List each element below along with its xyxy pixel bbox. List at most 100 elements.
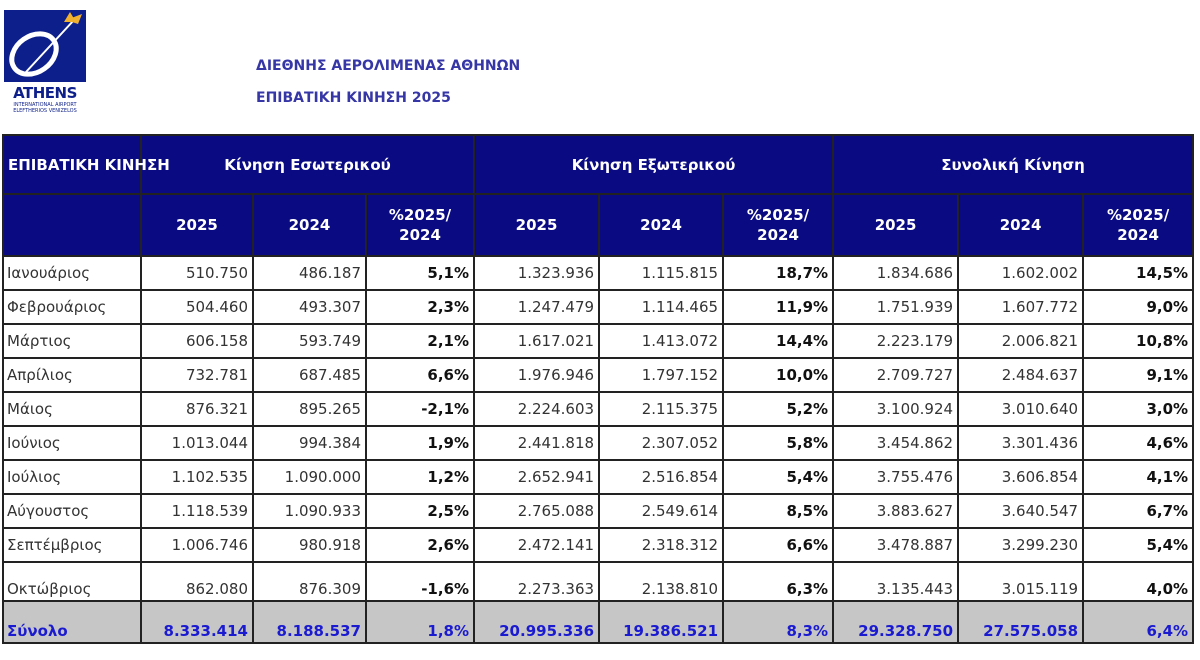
month-cell: Μάιος bbox=[2, 391, 142, 427]
value-cell: 3.755.476 bbox=[832, 459, 960, 495]
value-cell: 2.223.179 bbox=[832, 323, 960, 359]
value-cell: 1.617.021 bbox=[473, 323, 601, 359]
value-cell: 876.321 bbox=[140, 391, 254, 427]
percent-change-cell: 14,4% bbox=[722, 323, 835, 359]
value-cell: 1.118.539 bbox=[140, 493, 254, 529]
value-cell: 732.781 bbox=[140, 357, 254, 393]
value-cell: 980.918 bbox=[252, 527, 367, 563]
value-cell: 606.158 bbox=[140, 323, 254, 359]
value-cell: 2.709.727 bbox=[832, 357, 960, 393]
value-cell: 1.834.686 bbox=[832, 255, 960, 291]
column-header: 2024 bbox=[957, 193, 1085, 257]
table-row: Σεπτέμβριος 1.006.746 980.918 2,6% 2.472.141… bbox=[2, 527, 1195, 563]
value-cell: 2.307.052 bbox=[598, 425, 725, 461]
percent-change-cell: 4,6% bbox=[1082, 425, 1195, 461]
percent-change-cell: 10,0% bbox=[722, 357, 835, 393]
value-cell: 486.187 bbox=[252, 255, 367, 291]
percent-change-cell: -2,1% bbox=[364, 391, 476, 427]
percent-change-cell: 6,7% bbox=[1082, 493, 1195, 529]
total-row: Σύνολο 8.333.414 8.188.537 1,8% 20.995.336 19… bbox=[2, 600, 1195, 644]
percent-change-cell: 8,5% bbox=[722, 493, 835, 529]
value-cell: 1.751.939 bbox=[832, 289, 960, 325]
value-cell: 19.386.521 bbox=[598, 600, 725, 644]
month-cell: Φεβρουάριος bbox=[2, 289, 142, 325]
percent-change-cell: 2,1% bbox=[364, 323, 476, 359]
percent-change-cell: 1,2% bbox=[364, 459, 476, 495]
value-cell: 2.115.375 bbox=[598, 391, 725, 427]
value-cell: 1.013.044 bbox=[140, 425, 254, 461]
percent-change-cell: 14,5% bbox=[1082, 255, 1195, 291]
month-cell: Οκτώβριος bbox=[2, 561, 142, 602]
group-header-international: Κίνηση Εξωτερικού bbox=[473, 134, 835, 195]
value-cell: 1.797.152 bbox=[598, 357, 725, 393]
table-row: Μάιος 876.321 895.265 -2,1% 2.224.603 2.115.3… bbox=[2, 391, 1195, 427]
value-cell: 876.309 bbox=[252, 561, 367, 602]
value-cell: 3.100.924 bbox=[832, 391, 960, 427]
value-cell: 493.307 bbox=[252, 289, 367, 325]
logo-subtitle-2: ELEFTHERIOS VENIZELOS bbox=[13, 108, 77, 114]
document-subtitle: ΕΠΙΒΑΤΙΚΗ ΚΙΝΗΣΗ 2025 bbox=[256, 90, 451, 106]
athens-airport-logo: ATHENS INTERNATIONAL AIRPORT ELEFTHERIOS… bbox=[4, 10, 86, 114]
month-cell: Αύγουστος bbox=[2, 493, 142, 529]
value-cell: 2.765.088 bbox=[473, 493, 601, 529]
month-cell: Ιούνιος bbox=[2, 425, 142, 461]
value-cell: 593.749 bbox=[252, 323, 367, 359]
table-row: Ιανουάριος 510.750 486.187 5,1% 1.323.936 1.1… bbox=[2, 255, 1195, 291]
percent-change-cell: 4,0% bbox=[1082, 561, 1195, 602]
value-cell: 504.460 bbox=[140, 289, 254, 325]
percent-change-cell: 6,3% bbox=[722, 561, 835, 602]
value-cell: 3.606.854 bbox=[957, 459, 1085, 495]
value-cell: 8.333.414 bbox=[140, 600, 254, 644]
value-cell: 3.883.627 bbox=[832, 493, 960, 529]
value-cell: 1.323.936 bbox=[473, 255, 601, 291]
value-cell: 3.135.443 bbox=[832, 561, 960, 602]
value-cell: 29.328.750 bbox=[832, 600, 960, 644]
percent-change-cell: 4,1% bbox=[1082, 459, 1195, 495]
column-header: 2025 bbox=[832, 193, 960, 257]
percent-change-cell: 11,9% bbox=[722, 289, 835, 325]
value-cell: 3.640.547 bbox=[957, 493, 1085, 529]
month-cell: Ιανουάριος bbox=[2, 255, 142, 291]
column-header: 2024 bbox=[252, 193, 367, 257]
value-cell: 3.454.862 bbox=[832, 425, 960, 461]
corner-header: ΕΠΙΒΑΤΙΚΗ ΚΙΝΗΣΗ bbox=[2, 134, 170, 195]
percent-change-cell: 2,5% bbox=[364, 493, 476, 529]
value-cell: 1.602.002 bbox=[957, 255, 1085, 291]
column-header: 2025 bbox=[473, 193, 601, 257]
passenger-traffic-table: ΕΠΙΒΑΤΙΚΗ ΚΙΝΗΣΗ Κίνηση Εσωτερικού Κίνησ… bbox=[2, 134, 1195, 644]
value-cell: 1.607.772 bbox=[957, 289, 1085, 325]
percent-change-cell: 18,7% bbox=[722, 255, 835, 291]
month-cell: Ιούλιος bbox=[2, 459, 142, 495]
value-cell: 1.247.479 bbox=[473, 289, 601, 325]
value-cell: 3.299.230 bbox=[957, 527, 1085, 563]
percent-change-cell: 6,6% bbox=[364, 357, 476, 393]
percent-change-cell: 6,4% bbox=[1082, 600, 1195, 644]
month-cell: Μάρτιος bbox=[2, 323, 142, 359]
value-cell: 2.472.141 bbox=[473, 527, 601, 563]
table-row: Ιούλιος 1.102.535 1.090.000 1,2% 2.652.941 2.… bbox=[2, 459, 1195, 495]
table-row: Μάρτιος 606.158 593.749 2,1% 1.617.021 1.413.… bbox=[2, 323, 1195, 359]
percent-change-cell: 5,2% bbox=[722, 391, 835, 427]
table-row: Ιούνιος 1.013.044 994.384 1,9% 2.441.818 2.30… bbox=[2, 425, 1195, 461]
value-cell: 2.549.614 bbox=[598, 493, 725, 529]
percent-change-cell: -1,6% bbox=[364, 561, 476, 602]
table-row: Αύγουστος 1.118.539 1.090.933 2,5% 2.765.088… bbox=[2, 493, 1195, 529]
percent-change-cell: 9,1% bbox=[1082, 357, 1195, 393]
table-row: Απρίλιος 732.781 687.485 6,6% 1.976.946 1.797… bbox=[2, 357, 1195, 393]
month-cell: Απρίλιος bbox=[2, 357, 142, 393]
value-cell: 1.090.933 bbox=[252, 493, 367, 529]
value-cell: 1.102.535 bbox=[140, 459, 254, 495]
logo-emblem-icon bbox=[4, 10, 86, 82]
value-cell: 2.006.821 bbox=[957, 323, 1085, 359]
value-cell: 895.265 bbox=[252, 391, 367, 427]
value-cell: 20.995.336 bbox=[473, 600, 601, 644]
percent-change-cell: 8,3% bbox=[722, 600, 835, 644]
percent-change-cell: 2,3% bbox=[364, 289, 476, 325]
value-cell: 3.478.887 bbox=[832, 527, 960, 563]
value-cell: 510.750 bbox=[140, 255, 254, 291]
value-cell: 2.441.818 bbox=[473, 425, 601, 461]
group-header-total: Συνολική Κίνηση bbox=[832, 134, 1195, 195]
logo-name: ATHENS bbox=[13, 84, 77, 102]
value-cell: 2.652.941 bbox=[473, 459, 601, 495]
month-cell: Σεπτέμβριος bbox=[2, 527, 142, 563]
